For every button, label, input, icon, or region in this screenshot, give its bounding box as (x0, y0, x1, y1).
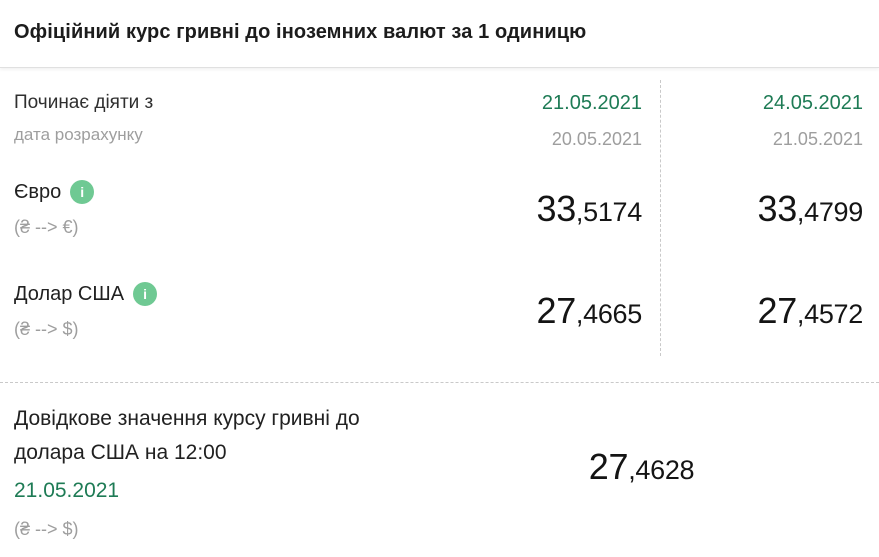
reference-date: 21.05.2021 (14, 479, 120, 502)
rate-value: 33,5174 (536, 188, 642, 229)
currency-pair-label: (₴ --> €) (14, 217, 79, 237)
rate-value: 27,4665 (536, 290, 642, 331)
reference-pair-label: (₴ --> $) (14, 519, 79, 539)
currency-label-cell: Долар США i (₴ --> $) (0, 282, 440, 340)
currency-name: Євро i (14, 180, 440, 204)
reference-value-cell: 27,4628 (404, 402, 879, 540)
date-column-1: 21.05.2021 20.05.2021 (440, 92, 660, 150)
currency-name-label: Євро (14, 180, 62, 203)
rate-value-cell: 27,4665 (440, 282, 660, 340)
currency-pair-label: (₴ --> $) (14, 319, 79, 339)
effective-date: 21.05.2021 (541, 92, 642, 114)
date-column-2: 24.05.2021 21.05.2021 (660, 92, 879, 150)
currency-label-cell: Євро i (₴ --> €) (0, 180, 440, 238)
column-divider (660, 80, 661, 356)
header-label-cell: Починає діяти з дата розрахунку (0, 92, 440, 150)
info-icon[interactable]: i (133, 282, 158, 306)
rates-table: Починає діяти з дата розрахунку 21.05.20… (0, 68, 879, 382)
reference-rate-section: Довідкове значення курсу гривні до долар… (0, 382, 879, 540)
title-bar: Офіційний курс гривні до іноземних валют… (0, 0, 879, 68)
calculation-date: 21.05.2021 (772, 129, 863, 149)
reference-label-block: Довідкове значення курсу гривні до долар… (14, 402, 404, 540)
rate-value-cell: 27,4572 (660, 282, 879, 340)
currency-name-label: Долар США (14, 282, 125, 305)
reference-label: Довідкове значення курсу гривні до долар… (14, 407, 360, 464)
currency-name: Долар США i (14, 282, 440, 306)
effective-date: 24.05.2021 (762, 92, 863, 114)
rate-row-eur: Євро i (₴ --> €) 33,5174 33,4799 (0, 180, 879, 238)
rate-value: 33,4799 (757, 188, 863, 229)
rate-value-cell: 33,4799 (660, 180, 879, 238)
reference-rate-value: 27,4628 (588, 446, 695, 487)
rate-value: 27,4572 (757, 290, 863, 331)
page-title: Офіційний курс гривні до іноземних валют… (14, 21, 587, 43)
rate-value-cell: 33,5174 (440, 180, 660, 238)
rate-row-usd: Долар США i (₴ --> $) 27,4665 27,4572 (0, 282, 879, 340)
effective-from-label: Починає діяти з (14, 92, 154, 113)
calculation-date: 20.05.2021 (551, 129, 642, 149)
table-header-row: Починає діяти з дата розрахунку 21.05.20… (0, 92, 879, 150)
info-icon[interactable]: i (70, 180, 95, 204)
calculation-date-label: дата розрахунку (14, 125, 143, 144)
